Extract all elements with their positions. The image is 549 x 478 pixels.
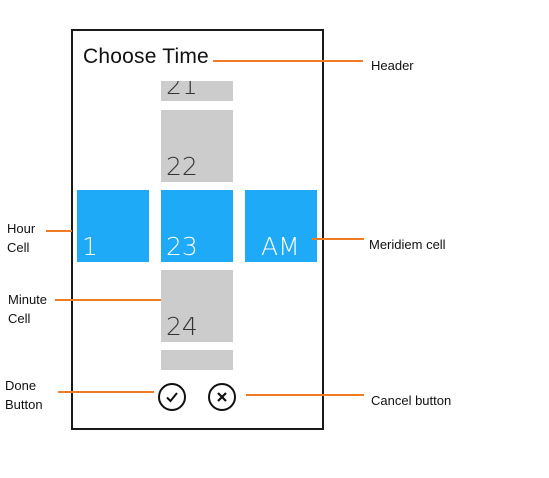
minute-cell-selected[interactable]: 23 [161,190,233,262]
done-button[interactable] [158,383,186,411]
minute-cell[interactable] [161,350,233,370]
cancel-button-label: Cancel button [371,393,452,408]
header-label: Header [371,58,414,73]
cancel-button-callout-line [246,394,364,396]
minute-value: 21 [166,81,198,100]
minute-cell[interactable]: 22 [161,110,233,182]
minute-cell-callout-line [55,299,161,301]
minute-cell[interactable]: 24 [161,270,233,342]
minute-value: 22 [166,152,198,181]
checkmark-icon [166,392,178,403]
cancel-button[interactable] [208,383,236,411]
meridiem-cell-callout-line [312,238,364,240]
done-button-callout-line [58,391,154,393]
meridiem-cell[interactable]: AM [245,190,317,262]
picker-header: Choose Time [83,45,209,68]
minute-cell[interactable]: 21 [161,81,233,101]
minute-value: 23 [166,232,198,261]
time-picker: Choose Time 21 22 1 23 AM 24 [71,29,324,430]
hour-cell-callout-line [46,230,72,232]
hour-cell[interactable]: 1 [77,190,149,262]
minute-cell-label: Minute Cell [8,292,48,326]
meridiem-cell-label: Meridiem cell [369,237,446,252]
done-button-label: Done Button [5,378,43,412]
hour-cell-label: Hour Cell [7,221,36,255]
header-callout-line [213,60,363,62]
close-icon [217,392,227,402]
hour-value: 1 [82,232,98,261]
meridiem-value: AM [261,232,300,261]
minute-value: 24 [166,312,198,341]
